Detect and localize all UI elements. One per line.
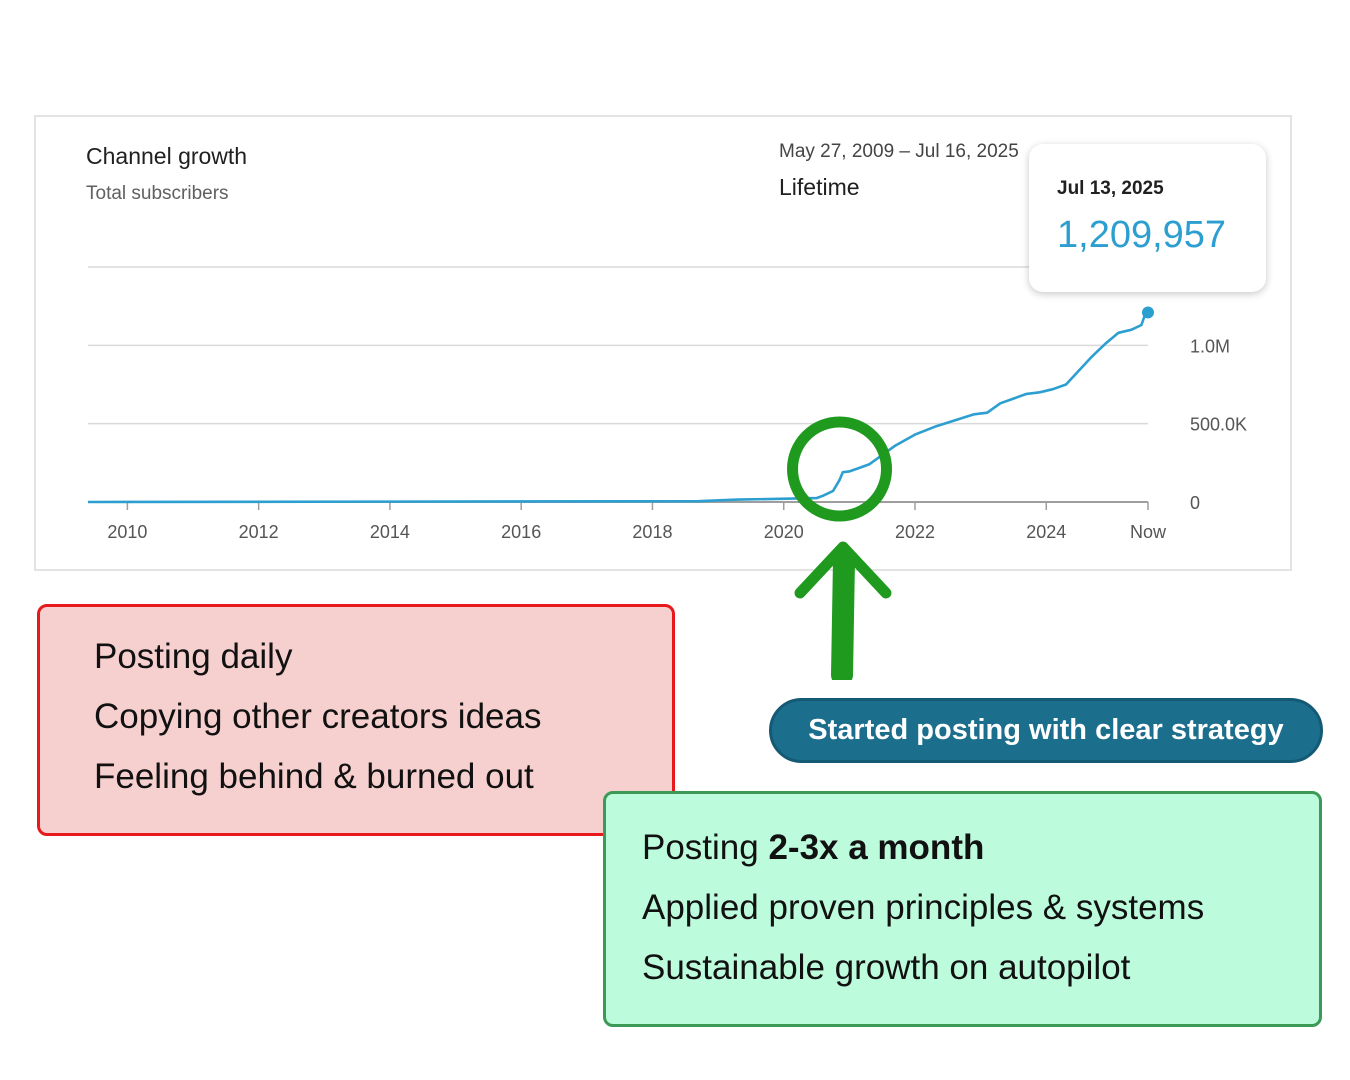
after-item: Sustainable growth on autopilot — [642, 948, 1131, 987]
date-range[interactable]: May 27, 2009 – Jul 16, 2025 — [779, 141, 1019, 162]
after-item: Applied proven principles & systems — [642, 888, 1205, 927]
x-tick-label: 2024 — [1026, 522, 1066, 542]
tooltip-date: Jul 13, 2025 — [1057, 178, 1164, 199]
x-tick-label: 2016 — [501, 522, 541, 542]
chart-tooltip: Jul 13, 2025 1,209,957 — [1029, 144, 1266, 292]
card-subtitle: Total subscribers — [86, 183, 229, 204]
before-item: Copying other creators ideas — [94, 697, 542, 736]
strategy-highlight-circle — [787, 416, 893, 522]
x-tick-label: 2022 — [895, 522, 935, 542]
subscriber-chart: 0 500.0K 1.0M 2010 2012 2014 2016 2018 2020 2022 2… — [87, 266, 1247, 542]
x-tick-label: 2012 — [239, 522, 279, 542]
tooltip-value: 1,209,957 — [1057, 214, 1227, 256]
after-item-prefix: Posting — [642, 828, 769, 867]
latest-point — [1142, 306, 1154, 319]
before-item: Feeling behind & burned out — [94, 757, 534, 796]
up-arrow-icon — [794, 541, 892, 680]
after-item-emphasis: 2-3x a month — [768, 828, 985, 867]
strategy-pill: Started posting with clear strategy — [769, 698, 1323, 763]
before-strategy-box: Posting daily Copying other creators ide… — [37, 604, 675, 836]
x-tick-label: 2018 — [632, 522, 672, 542]
y-tick-label: 0 — [1190, 493, 1200, 513]
y-tick-label: 1.0M — [1190, 336, 1230, 356]
after-strategy-box: Posting 2-3x a month Applied proven prin… — [603, 791, 1322, 1027]
period-label[interactable]: Lifetime — [779, 174, 860, 200]
channel-growth-card: Channel growth Total subscribers May 27,… — [34, 115, 1292, 571]
after-item: Posting 2-3x a month — [642, 828, 984, 868]
x-tick-label: Now — [1130, 522, 1167, 542]
y-tick-label: 500.0K — [1190, 415, 1247, 435]
subscriber-line — [87, 311, 1149, 504]
card-title: Channel growth — [86, 143, 248, 169]
x-tick-label: 2010 — [107, 522, 147, 542]
before-item: Posting daily — [94, 637, 293, 676]
x-tick-label: 2020 — [764, 522, 804, 542]
x-tick-label: 2014 — [370, 522, 410, 542]
